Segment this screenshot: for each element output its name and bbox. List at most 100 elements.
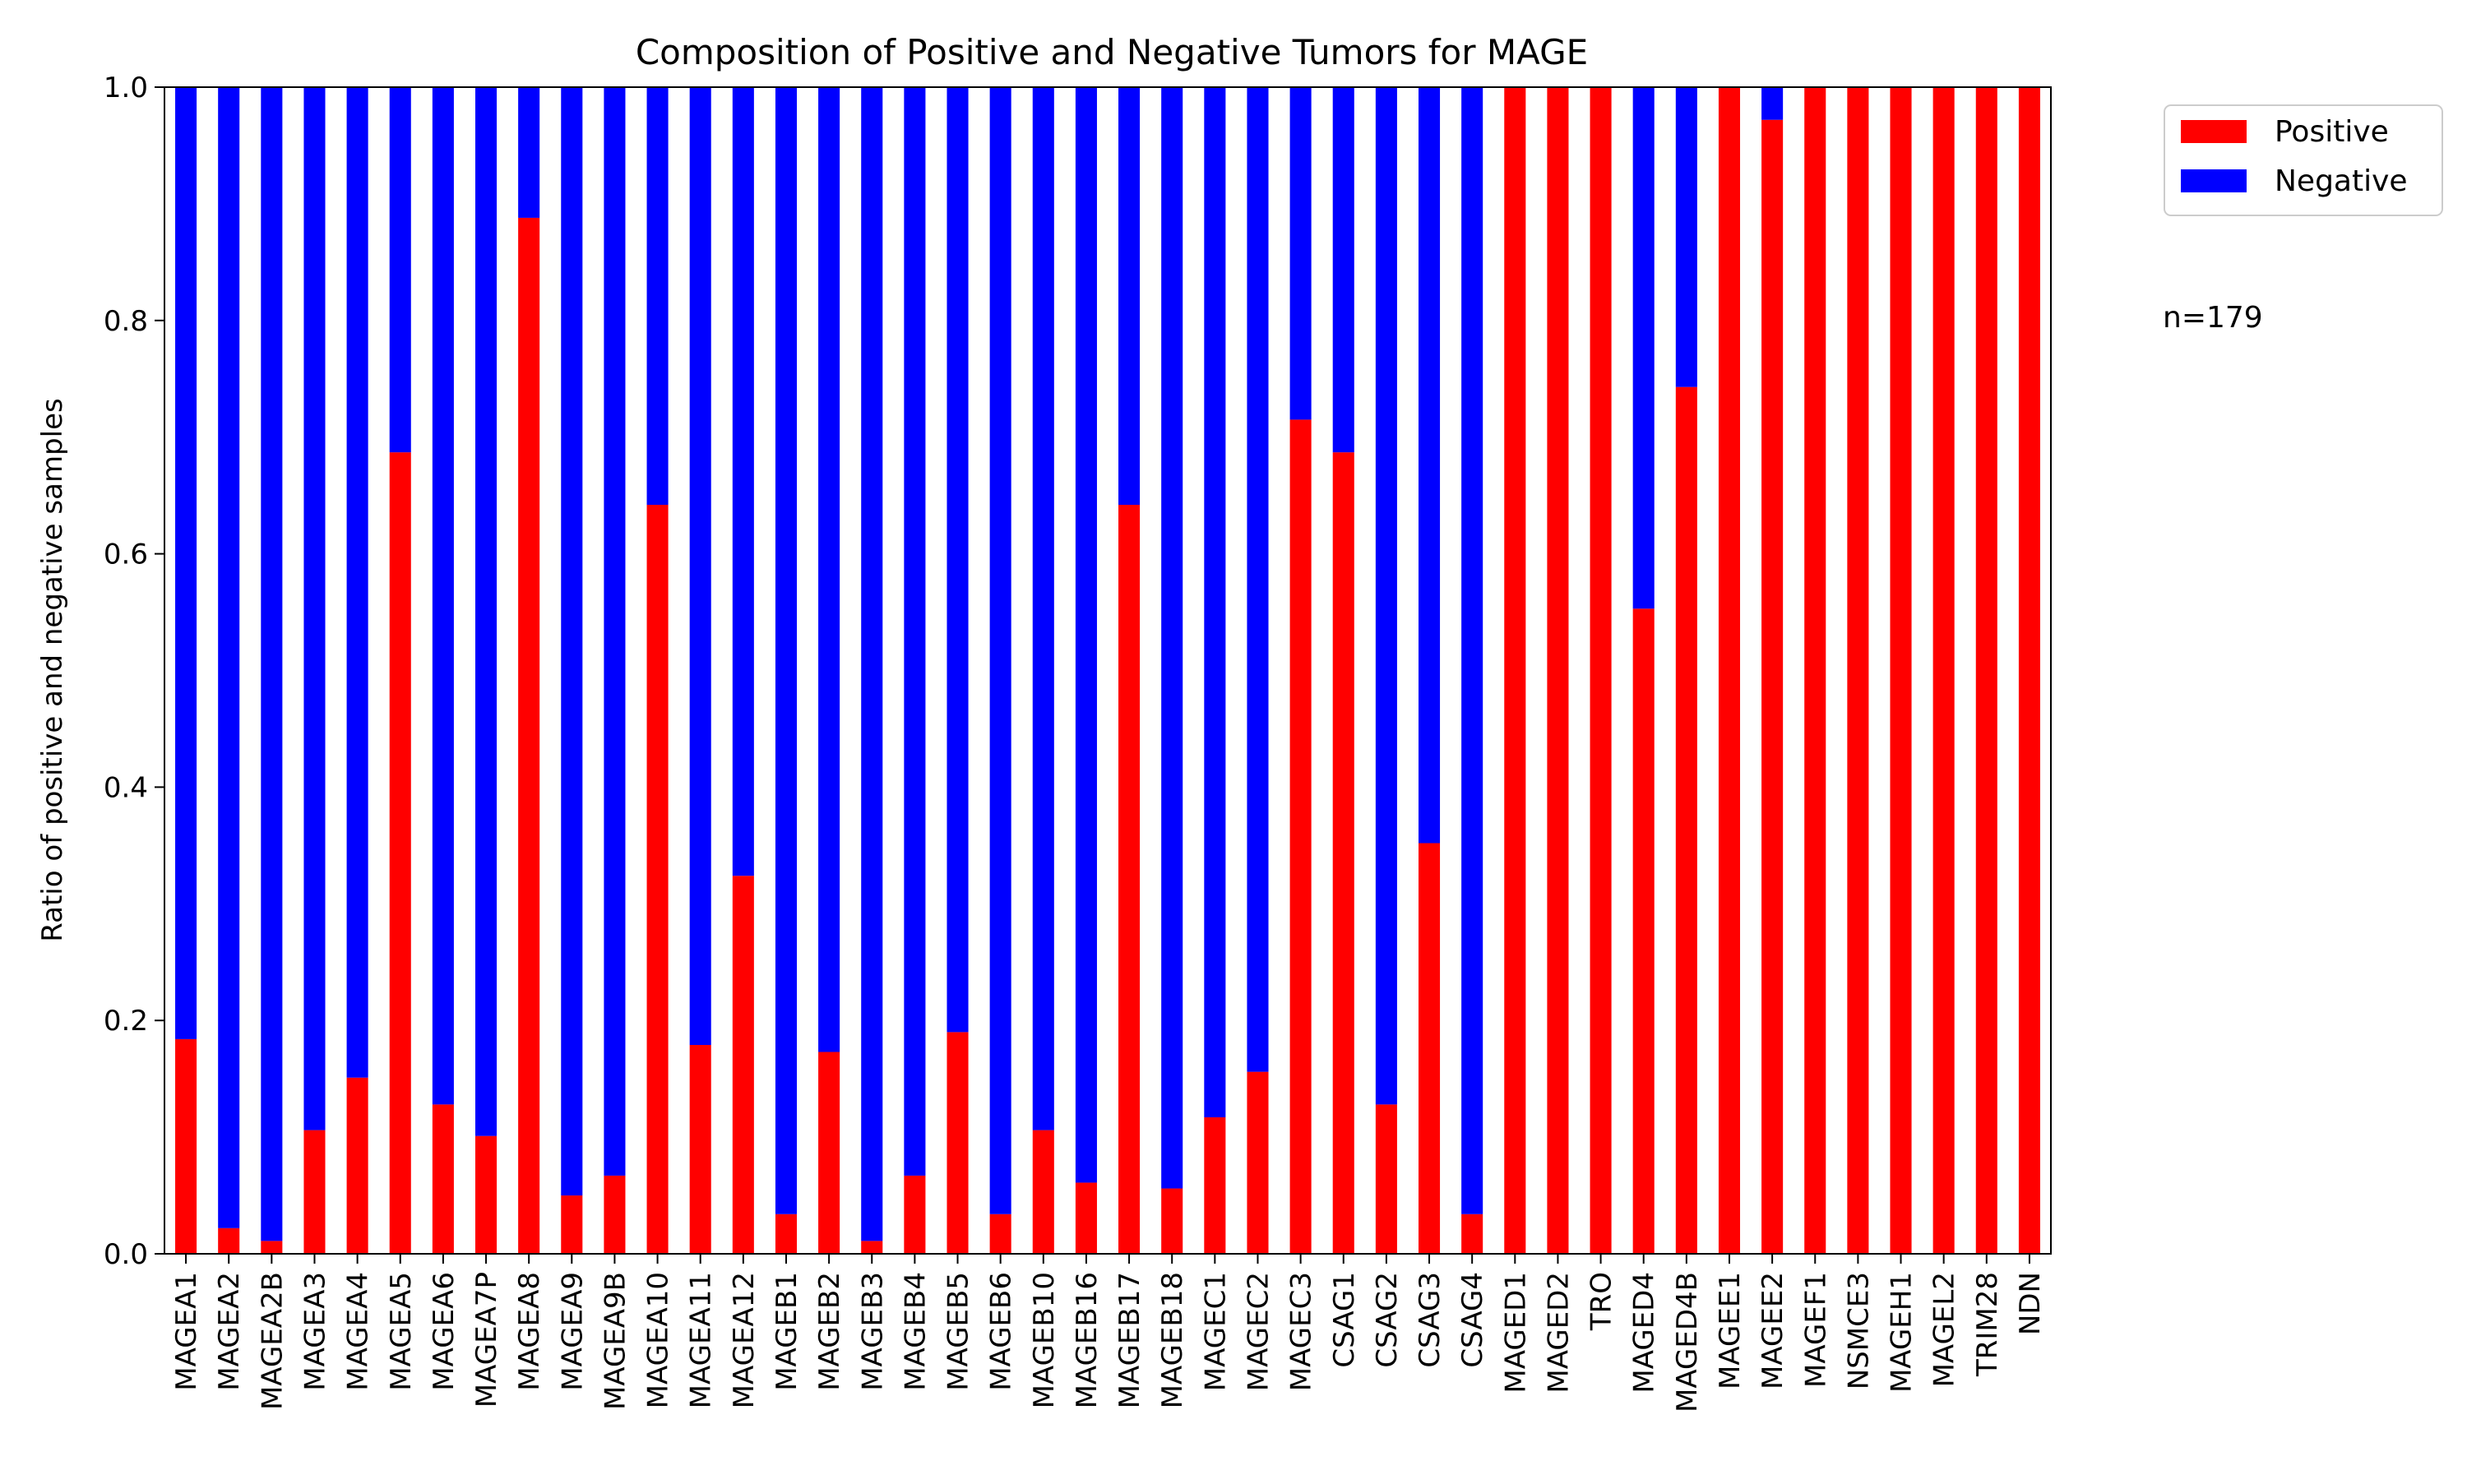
bar-negative-magea7p <box>474 87 498 1136</box>
bar-negative-maged4 <box>1632 87 1655 609</box>
bar-negative-mageb18 <box>1161 87 1183 1189</box>
bar-positive-magea3 <box>303 1130 326 1254</box>
bar-positive-nsmce3 <box>1847 87 1869 1254</box>
bar-negative-mageb3 <box>861 87 883 1241</box>
x-tick-label-magea9: MAGEA9 <box>556 1272 589 1391</box>
x-tick-label-csag3: CSAG3 <box>1414 1272 1446 1368</box>
bar-negative-magea1 <box>175 87 197 1039</box>
x-tick-label-mageb18: MAGEB18 <box>1156 1272 1189 1408</box>
bar-positive-mageb16 <box>1075 1182 1097 1254</box>
x-tick-label-magea4: MAGEA4 <box>342 1272 375 1391</box>
legend-label-positive: Positive <box>2275 115 2389 149</box>
bar-positive-mageb1 <box>775 1214 798 1254</box>
x-tick-label-magea2b: MAGEA2B <box>256 1272 289 1410</box>
x-tick-label-magea6: MAGEA6 <box>428 1272 461 1391</box>
x-tick-label-magec3: MAGEC3 <box>1285 1272 1318 1391</box>
bar-positive-mageb17 <box>1118 505 1141 1254</box>
bar-negative-magea10 <box>646 87 669 506</box>
bar-positive-magea5 <box>389 452 411 1254</box>
bar-positive-mageb18 <box>1161 1188 1183 1254</box>
bars-group <box>175 87 2040 1255</box>
y-tick-label: 0.0 <box>104 1238 148 1271</box>
y-tick-label: 1.0 <box>104 72 148 104</box>
bar-positive-csag4 <box>1461 1214 1483 1254</box>
bar-negative-mageb6 <box>989 87 1011 1214</box>
x-tick-label-csag4: CSAG4 <box>1456 1272 1489 1368</box>
bar-negative-magec3 <box>1289 87 1312 420</box>
x-tick-label-mageb3: MAGEB3 <box>856 1272 889 1391</box>
legend-swatch-positive <box>2181 120 2247 143</box>
bar-negative-mageb10 <box>1032 87 1054 1130</box>
x-tick-label-magec1: MAGEC1 <box>1199 1272 1232 1391</box>
bar-positive-csag1 <box>1332 452 1354 1254</box>
y-axis-label: Ratio of positive and negative samples <box>36 398 69 941</box>
x-tick-label-magee1: MAGEE1 <box>1714 1272 1747 1389</box>
bar-negative-mageb4 <box>904 87 926 1176</box>
x-tick-label-mageb4: MAGEB4 <box>899 1272 932 1391</box>
bar-positive-magee2 <box>1761 119 1784 1255</box>
x-tick-label-ndn: NDN <box>2014 1272 2047 1335</box>
bar-negative-magea12 <box>732 87 754 876</box>
bar-negative-magea2 <box>218 87 240 1228</box>
bar-positive-magea1 <box>175 1038 197 1254</box>
bar-positive-magea9 <box>561 1195 583 1254</box>
bar-positive-maged4 <box>1632 608 1655 1254</box>
bar-negative-magea8 <box>518 87 540 218</box>
bar-positive-magee1 <box>1718 87 1741 1254</box>
x-tick-label-magec2: MAGEC2 <box>1242 1272 1275 1391</box>
bar-negative-magee2 <box>1761 87 1784 120</box>
bar-positive-trim28 <box>1975 87 1997 1254</box>
x-tick-label-mageb10: MAGEB10 <box>1028 1272 1061 1408</box>
bar-positive-magef1 <box>1804 87 1826 1254</box>
bar-positive-magel2 <box>1932 87 1955 1254</box>
x-tick-label-magea9b: MAGEA9B <box>599 1272 632 1410</box>
x-tick-label-mageh1: MAGEH1 <box>1886 1272 1919 1393</box>
bar-negative-magea3 <box>303 87 326 1130</box>
bar-negative-magec2 <box>1247 87 1269 1072</box>
bar-negative-mageb2 <box>818 87 840 1052</box>
x-tick-label-mageb17: MAGEB17 <box>1113 1272 1146 1408</box>
bar-positive-mageb10 <box>1032 1130 1054 1254</box>
x-tick-label-magef1: MAGEF1 <box>1799 1272 1832 1388</box>
bar-negative-mageb1 <box>775 87 798 1214</box>
x-tick-label-magea7p: MAGEA7P <box>470 1272 503 1408</box>
bar-negative-mageb5 <box>947 87 969 1033</box>
x-tick-label-maged4b: MAGED4B <box>1671 1272 1704 1412</box>
x-tick-label-maged4: MAGED4 <box>1628 1272 1661 1394</box>
x-tick-label-magea2: MAGEA2 <box>213 1272 246 1391</box>
x-tick-label-csag2: CSAG2 <box>1371 1272 1404 1368</box>
x-tick-label-tro: TRO <box>1585 1272 1618 1331</box>
bar-positive-maged4b <box>1675 386 1697 1255</box>
bar-negative-magea4 <box>346 87 368 1078</box>
chart-title: Composition of Positive and Negative Tum… <box>636 32 1588 72</box>
y-tick-label: 0.6 <box>104 539 148 571</box>
bar-negative-csag4 <box>1461 87 1483 1214</box>
bar-positive-magea9b <box>604 1175 626 1254</box>
bar-negative-magea5 <box>389 87 411 453</box>
x-tick-label-magea8: MAGEA8 <box>513 1272 546 1391</box>
bar-positive-maged2 <box>1547 87 1569 1254</box>
x-tick-label-mageb1: MAGEB1 <box>771 1272 803 1391</box>
bar-positive-maged1 <box>1504 87 1526 1254</box>
bar-negative-csag2 <box>1375 87 1397 1105</box>
bar-positive-csag2 <box>1375 1104 1397 1254</box>
bar-positive-magea7p <box>474 1135 498 1254</box>
bar-negative-mageb16 <box>1075 87 1097 1183</box>
bar-positive-mageh1 <box>1890 87 1912 1254</box>
bar-positive-magec2 <box>1247 1071 1269 1254</box>
y-tick-label: 0.2 <box>104 1005 148 1038</box>
bar-positive-mageb2 <box>818 1052 840 1254</box>
bar-positive-ndn <box>2018 87 2040 1254</box>
x-tick-label-nsmce3: NSMCE3 <box>1842 1272 1875 1389</box>
bar-negative-magea2b <box>261 87 283 1241</box>
bar-positive-magea2 <box>218 1227 240 1254</box>
y-tick-label: 0.8 <box>104 305 148 338</box>
x-tick-label-trim28: TRIM28 <box>1971 1272 2004 1377</box>
x-tick-label-maged1: MAGED1 <box>1499 1272 1532 1394</box>
bar-positive-tro <box>1590 87 1612 1254</box>
bar-negative-magea11 <box>689 87 711 1045</box>
y-tick-label: 0.4 <box>104 771 148 804</box>
bar-negative-csag1 <box>1332 87 1354 453</box>
bar-positive-mageb4 <box>904 1175 926 1254</box>
bar-negative-magea6 <box>432 87 454 1105</box>
